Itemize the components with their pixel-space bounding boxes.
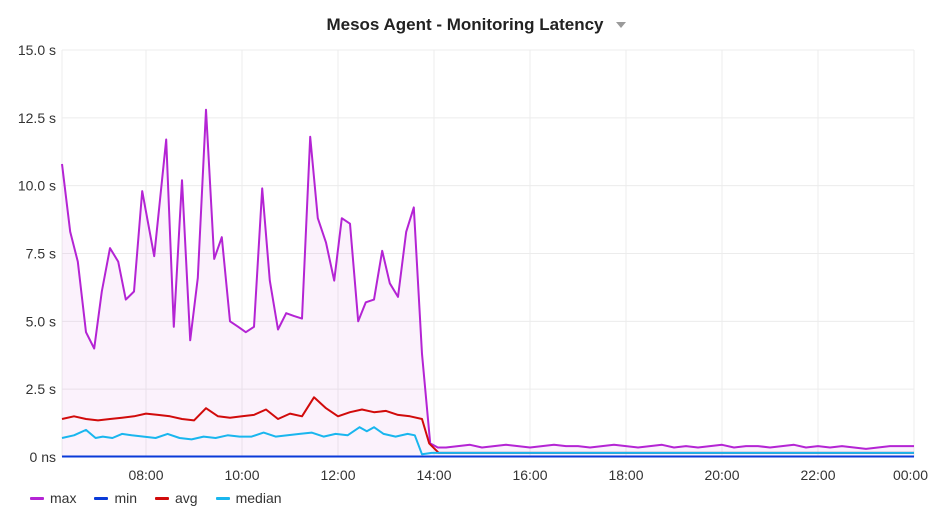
series-max-line[interactable] — [61, 108, 914, 450]
y-tick-label: 0 ns — [30, 449, 56, 465]
legend: max min avg median — [30, 490, 300, 506]
legend-swatch — [94, 496, 109, 500]
legend-swatch — [30, 496, 44, 500]
x-tick-label: 14:00 — [416, 467, 451, 483]
x-tick-label: 18:00 — [608, 467, 643, 483]
area-fills — [62, 109, 914, 457]
axes: 0 ns 2.5 s 5.0 s 7.5 s 10.0 s 12.5 s 15.0 s 08:… — [18, 42, 928, 483]
series-lines — [61, 108, 914, 458]
y-tick-label: 5.0 s — [26, 313, 56, 329]
x-tick-label: 16:00 — [512, 467, 547, 483]
legend-label: max — [50, 490, 77, 506]
y-tick-label: 10.0 s — [18, 178, 56, 194]
x-tick-label: 10:00 — [224, 467, 259, 483]
legend-item-min[interactable]: min — [94, 490, 137, 506]
x-tick-label: 12:00 — [320, 467, 355, 483]
series-median-line[interactable] — [61, 426, 914, 456]
y-tick-label: 12.5 s — [18, 110, 56, 126]
legend-swatch — [215, 496, 230, 500]
legend-label: avg — [175, 490, 198, 506]
legend-swatch — [155, 496, 170, 500]
panel-title[interactable]: Mesos Agent - Monitoring Latency — [326, 15, 604, 34]
legend-item-median[interactable]: median — [215, 490, 282, 506]
x-tick-label: 20:00 — [704, 467, 739, 483]
legend-item-max[interactable]: max — [30, 490, 76, 506]
chevron-down-icon[interactable] — [615, 22, 626, 28]
x-tick-label: 00:00 — [893, 467, 928, 483]
x-tick-label: 22:00 — [800, 467, 835, 483]
y-tick-label: 7.5 s — [26, 246, 56, 262]
panel-header[interactable]: Mesos Agent - Monitoring Latency — [0, 0, 952, 50]
legend-label: min — [114, 490, 138, 506]
series-max-area — [62, 109, 914, 457]
x-tick-label: 08:00 — [128, 467, 163, 483]
y-tick-label: 2.5 s — [26, 381, 56, 397]
legend-label: median — [235, 490, 282, 506]
legend-item-avg[interactable]: avg — [155, 490, 198, 506]
y-tick-label: 15.0 s — [18, 42, 56, 58]
